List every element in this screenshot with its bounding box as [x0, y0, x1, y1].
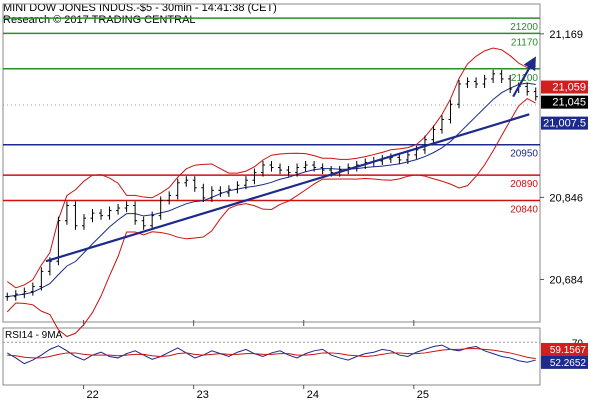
copyright-label: Research © 2017 TRADING CENTRAL	[3, 14, 196, 26]
rsi-tag	[541, 342, 588, 356]
level-label: 20890	[510, 179, 538, 190]
level-label: 20950	[510, 149, 538, 160]
rsi-panel-frame	[2, 327, 541, 386]
level-label: 21200	[510, 22, 538, 33]
x-tick-label: 23	[197, 389, 209, 400]
lower-band-line	[6, 97, 536, 338]
moving-average-line	[7, 82, 536, 298]
y-tick-label: 20,846	[549, 192, 583, 204]
rsi-ma-line	[7, 348, 536, 360]
price-tag	[541, 80, 588, 94]
x-tick-label: 25	[417, 389, 429, 400]
price-tag-label: 21,045	[552, 97, 586, 109]
support-trendline	[45, 113, 530, 263]
upper-band-line	[6, 47, 536, 289]
price-tag	[541, 95, 588, 109]
price-tag-label: 21,059	[552, 82, 586, 94]
chart-title: MINI DOW JONES INDUS.-$5 - 30min - 14:41…	[3, 2, 277, 14]
rsi-line	[7, 344, 536, 365]
level-label: 21170	[511, 37, 539, 48]
x-tick-label: 24	[307, 389, 319, 400]
price-tag	[541, 116, 588, 130]
rsi-tag	[541, 355, 588, 369]
target-arrow	[512, 56, 536, 98]
rsi-tag-label: 52.2652	[550, 358, 587, 369]
level-label: 20840	[510, 204, 538, 215]
price-tag-label: 21,007.5	[543, 118, 586, 130]
y-tick-label: 20,684	[549, 274, 583, 286]
x-tick-label: 22	[87, 389, 99, 400]
price-panel-frame	[2, 3, 541, 323]
y-tick-label: 21,169	[549, 29, 583, 41]
rsi-label: RSI14 - 9MA	[5, 330, 63, 341]
rsi-tag-label: 59.1567	[550, 345, 587, 356]
